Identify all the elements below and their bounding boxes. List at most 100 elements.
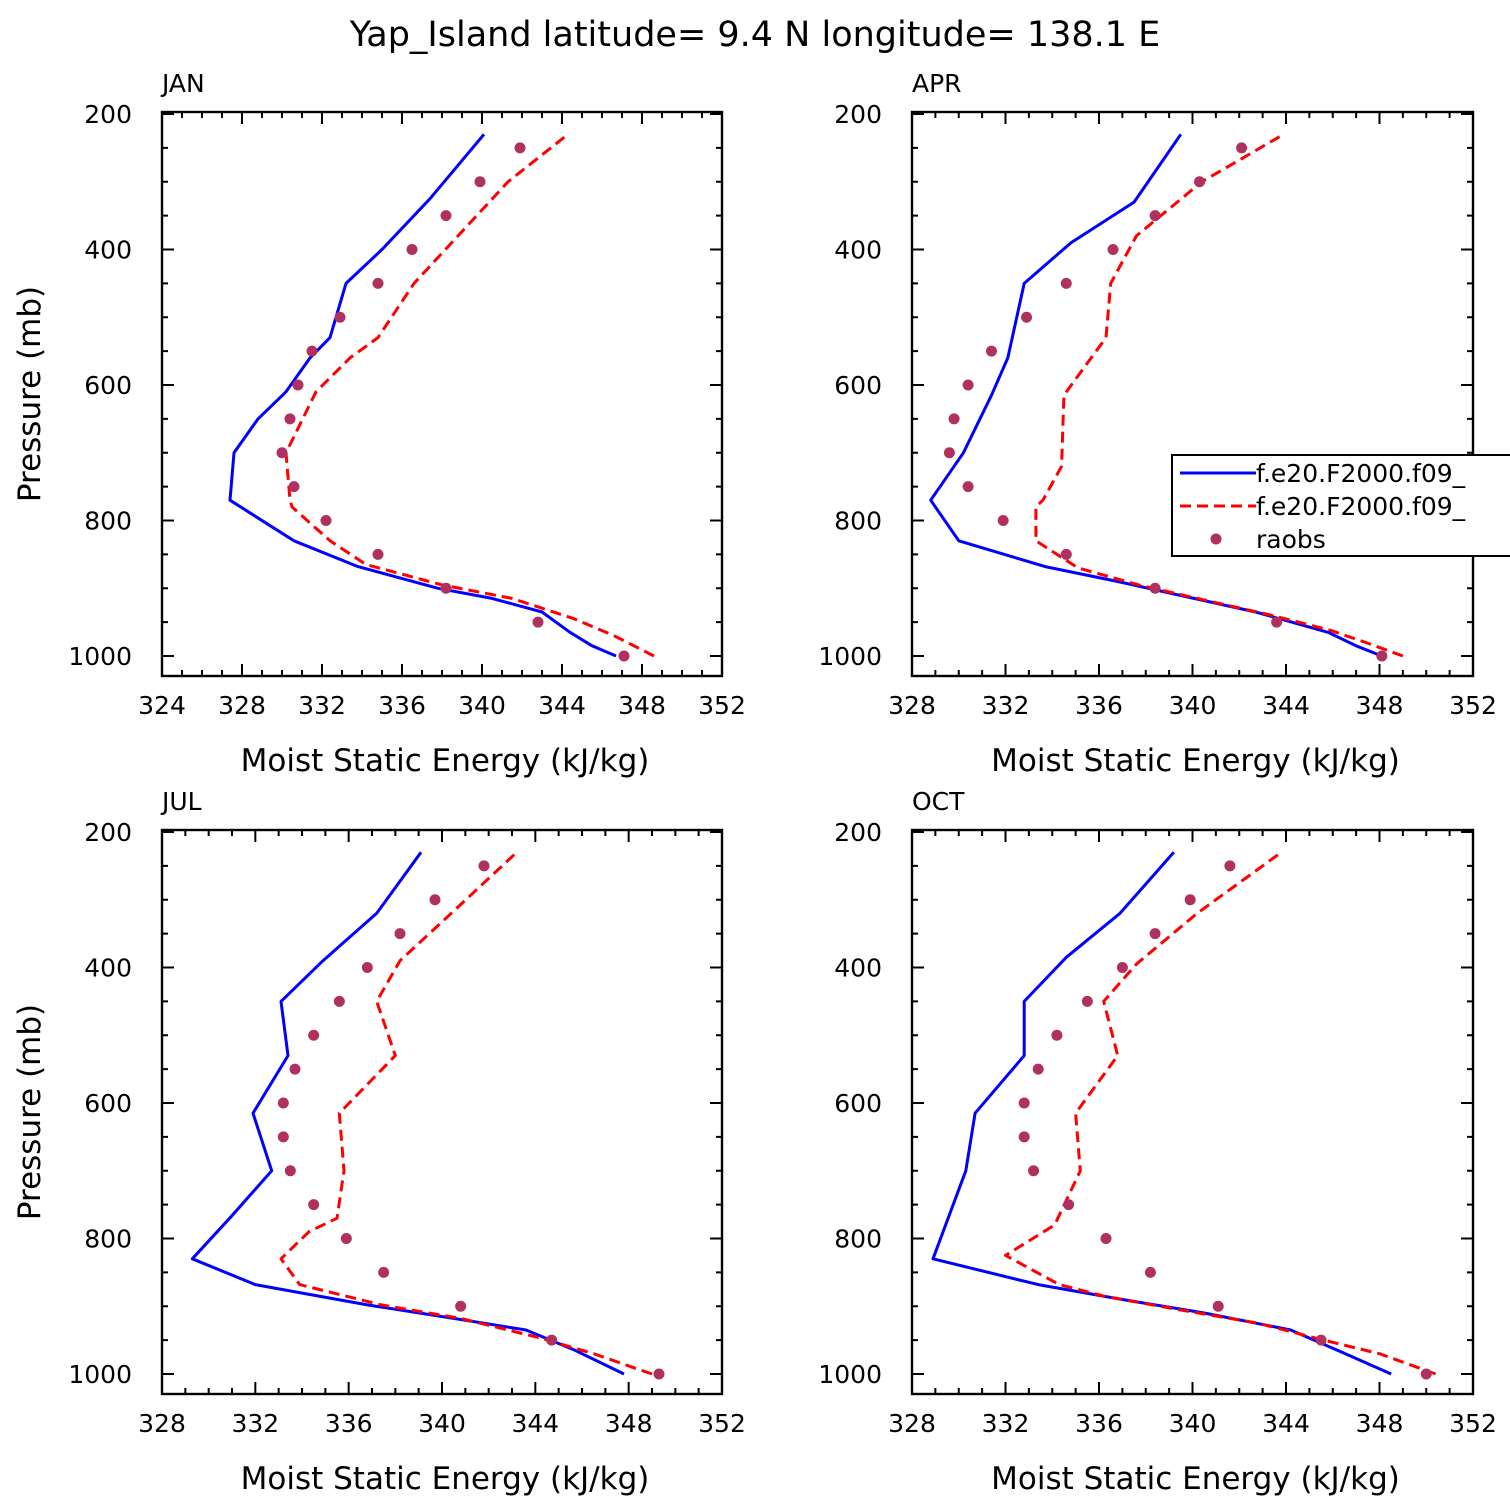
x-tick-label: 324: [138, 691, 186, 720]
panel-title: JUL: [160, 787, 202, 816]
raobs-point: [406, 244, 418, 255]
raobs-point: [1032, 1063, 1044, 1075]
raobs-point: [1271, 616, 1283, 628]
panels: JAN 324 328 332 336 340 344 348 352 200 400 600 800 1…: [12, 69, 1497, 1497]
plot-frame: [160, 828, 724, 1396]
x-axis-label: Moist Static Energy (kJ/kg): [241, 1461, 650, 1497]
raobs-point: [1018, 1097, 1030, 1109]
x-axis-label: Moist Static Energy (kJ/kg): [241, 743, 650, 779]
raobs-point: [284, 413, 296, 425]
x-tick-label: 336: [1075, 1409, 1123, 1438]
series-line-solid: [931, 851, 1392, 1376]
raobs-point: [288, 481, 300, 493]
series-line-solid: [929, 133, 1383, 658]
raobs-point: [546, 1334, 558, 1346]
y-tick-label: 200: [834, 818, 882, 847]
raobs-point: [474, 176, 486, 188]
raobs-point: [308, 1199, 320, 1211]
series-line-dashed: [1004, 851, 1437, 1376]
raobs-point: [1021, 311, 1033, 323]
series-line-solid: [228, 133, 617, 658]
raobs-point: [361, 962, 373, 973]
y-tick-label: 200: [84, 100, 132, 129]
series-line-dashed: [284, 133, 655, 658]
raobs-point: [320, 515, 332, 526]
raobs-point: [1212, 1300, 1224, 1312]
x-tick-label: 340: [418, 1409, 466, 1438]
panel-jul: JUL 328 332 336 340 344 348 352 200 400 600 800 1000…: [12, 787, 746, 1497]
raobs-point: [1149, 582, 1161, 594]
x-tick-label: 328: [888, 691, 936, 720]
raobs-point: [333, 995, 345, 1007]
raobs-point: [1315, 1334, 1327, 1346]
raobs-point: [1184, 894, 1196, 906]
x-tick-label: 348: [605, 1409, 653, 1438]
raobs-point: [284, 1165, 296, 1177]
raobs-point: [340, 1233, 352, 1244]
raobs-point: [334, 311, 346, 323]
x-tick-label: 340: [1169, 1409, 1217, 1438]
raobs-point: [1060, 548, 1072, 560]
x-tick-label: 332: [982, 1409, 1030, 1438]
raobs-point: [429, 894, 441, 906]
y-tick-label: 1000: [68, 642, 132, 671]
y-tick-label: 600: [834, 371, 882, 400]
y-tick-label: 200: [84, 818, 132, 847]
x-axis-label: Moist Static Energy (kJ/kg): [991, 1461, 1400, 1497]
x-tick-label: 336: [1075, 691, 1123, 720]
x-tick-label: 348: [618, 691, 666, 720]
raobs-point: [440, 582, 452, 594]
x-axis-label: Moist Static Energy (kJ/kg): [991, 743, 1400, 779]
panel-apr: APR 328 332 336 340 344 348 352 200 400 600 800 1000…: [818, 69, 1496, 779]
y-tick-label: 1000: [818, 642, 882, 671]
x-tick-label: 348: [1356, 691, 1404, 720]
x-tick-label: 336: [325, 1409, 373, 1438]
raobs-point: [514, 142, 526, 154]
raobs-point: [292, 379, 304, 391]
main-title: Yap_Island latitude= 9.4 N longitude= 13…: [349, 15, 1161, 55]
x-tick-label: 352: [698, 691, 746, 720]
panel-jan: JAN 324 328 332 336 340 344 348 352 200 400 600 800 1…: [12, 69, 746, 779]
raobs-point: [277, 1097, 289, 1109]
panel-oct: OCT 328 332 336 340 344 348 352 200 400 600 800 1000…: [818, 787, 1496, 1497]
y-tick-label: 800: [834, 507, 882, 536]
x-tick-label: 340: [1169, 691, 1217, 720]
series-line-solid: [190, 851, 625, 1376]
x-tick-label: 348: [1356, 1409, 1404, 1438]
raobs-point: [1236, 142, 1248, 154]
x-tick-label: 336: [378, 691, 426, 720]
raobs-point: [962, 379, 974, 391]
raobs-point: [948, 413, 960, 425]
raobs-point: [440, 210, 452, 222]
raobs-point: [306, 345, 318, 357]
x-tick-label: 340: [458, 691, 506, 720]
raobs-point: [308, 1029, 320, 1041]
raobs-point: [1144, 1266, 1156, 1278]
y-tick-label: 200: [834, 100, 882, 129]
x-tick-label: 352: [698, 1409, 746, 1438]
raobs-point: [378, 1266, 390, 1278]
y-tick-label: 1000: [68, 1360, 132, 1389]
x-tick-label: 352: [1449, 691, 1497, 720]
y-axis-label: Pressure (mb): [12, 1004, 48, 1220]
x-tick-label: 332: [298, 691, 346, 720]
panel-title: APR: [912, 69, 962, 98]
y-tick-label: 600: [84, 1089, 132, 1118]
raobs-point: [1116, 962, 1128, 973]
y-tick-label: 1000: [818, 1360, 882, 1389]
raobs-point: [1224, 860, 1236, 872]
raobs-point: [478, 860, 490, 872]
raobs-point: [1060, 277, 1072, 289]
x-tick-label: 352: [1449, 1409, 1497, 1438]
plot-frame: [910, 110, 1475, 678]
raobs-point: [985, 345, 997, 357]
legend-label: f.e20.F2000.f09_: [1256, 492, 1466, 521]
raobs-point: [372, 277, 384, 289]
y-axis-label: Pressure (mb): [12, 286, 48, 502]
raobs-point: [532, 616, 544, 628]
y-tick-label: 600: [84, 371, 132, 400]
x-tick-label: 344: [1262, 1409, 1310, 1438]
series-line-dashed: [1034, 133, 1404, 658]
y-tick-label: 400: [84, 954, 132, 983]
